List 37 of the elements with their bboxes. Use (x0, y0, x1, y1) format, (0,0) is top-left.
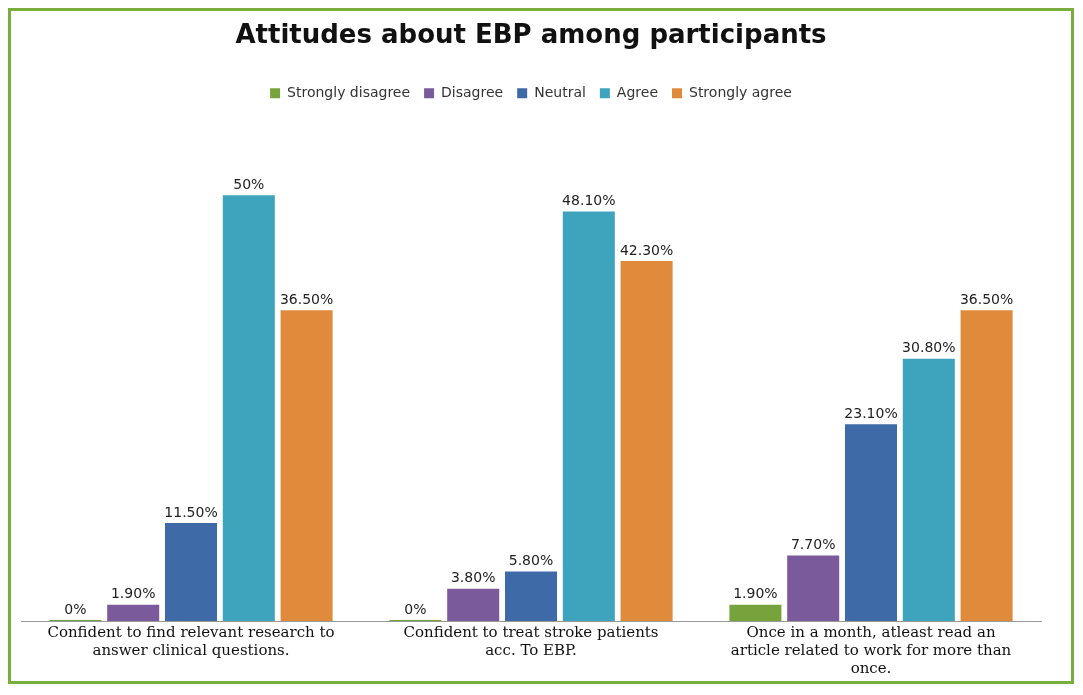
bar (620, 260, 673, 621)
data-label: 5.80% (508, 552, 554, 569)
x-tick-label: Confident to find relevant research to answer clinical questions. (47, 622, 335, 659)
data-label: 1.90% (733, 585, 778, 602)
data-label: 7.70% (790, 536, 836, 553)
data-label: 0% (64, 600, 87, 617)
bar (729, 604, 782, 621)
bar (960, 310, 1013, 621)
legend-label: Disagree (441, 83, 504, 100)
legend-label: Strongly agree (688, 83, 792, 100)
bar (902, 358, 955, 621)
data-label: 0% (404, 600, 427, 617)
bar (844, 424, 898, 621)
chart-title: Attitudes about EBP among participants (235, 19, 827, 50)
data-label: 36.50% (959, 290, 1014, 307)
x-tick-label: Confident to treat stroke patients acc. To EBP. (403, 622, 659, 659)
bar (164, 523, 218, 621)
legend-label: Neutral (534, 83, 586, 100)
legend-label: Agree (616, 83, 658, 100)
data-label: 48.10% (562, 192, 616, 209)
x-tick-label: Once in a month, atleast read an article related to work for more than once. (730, 622, 1012, 677)
data-label: 42.30% (619, 241, 674, 258)
bar (280, 310, 333, 621)
data-label: 1.90% (110, 585, 156, 602)
data-label: 36.50% (279, 290, 334, 307)
legend-label: Strongly disagree (287, 83, 411, 100)
data-label: 23.10% (844, 404, 898, 421)
bar (222, 195, 275, 621)
data-label: 3.80% (450, 569, 496, 586)
data-label: 30.80% (902, 339, 956, 356)
data-label: 11.50% (164, 503, 218, 520)
bar (504, 571, 558, 621)
bar (107, 604, 160, 621)
data-label: 50% (233, 175, 265, 192)
bar (787, 555, 840, 621)
bar (562, 211, 615, 621)
bar (447, 588, 500, 621)
